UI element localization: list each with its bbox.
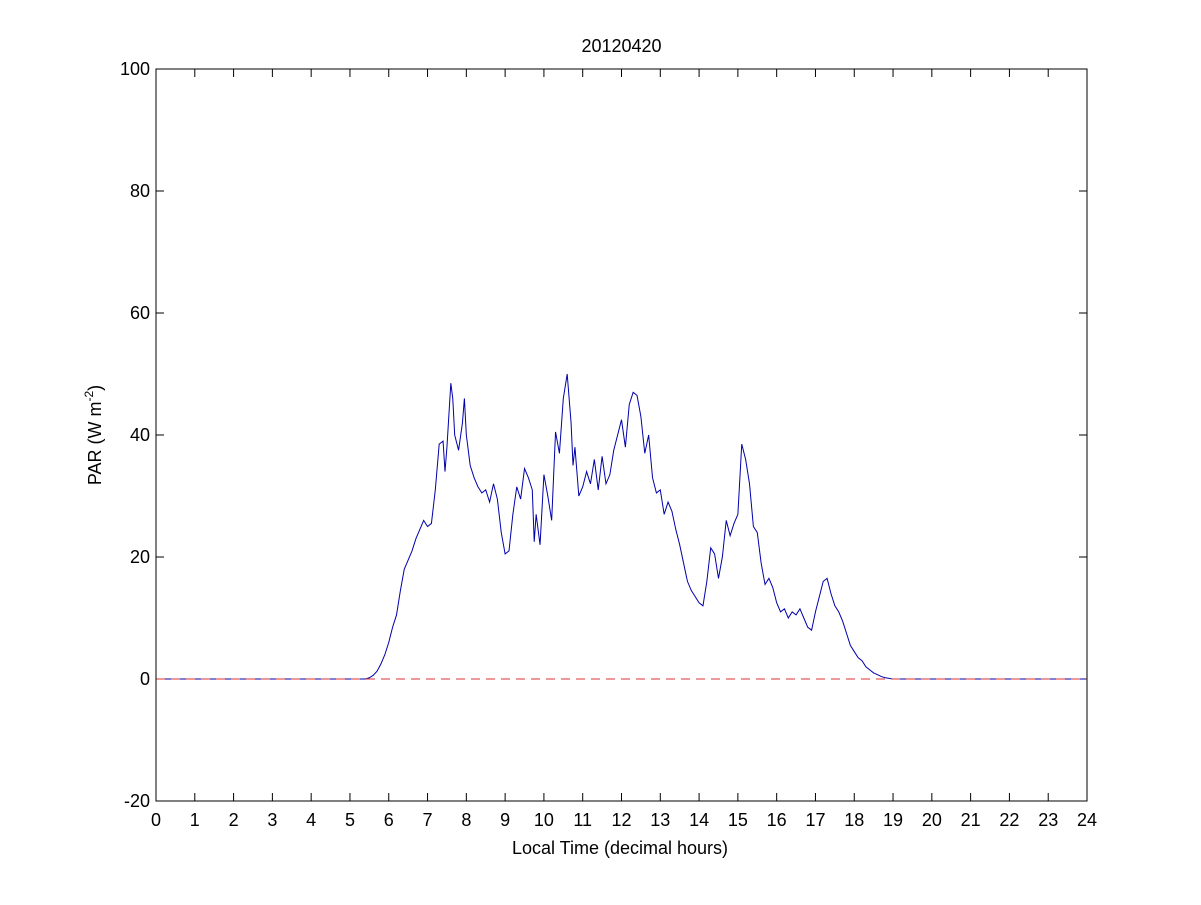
y-tick-labels: -20 0 20 40 60 80 100 <box>120 59 150 811</box>
y-axis-label-close: ) <box>85 385 105 391</box>
x-axis-label: Local Time (decimal hours) <box>512 838 728 858</box>
y-tick-label: -20 <box>124 791 150 811</box>
y-tick-label: 0 <box>140 669 150 689</box>
axes-frame <box>155 68 1088 802</box>
x-tick-label: 9 <box>500 810 510 830</box>
x-tick-label: 18 <box>844 810 864 830</box>
x-tick-label: 15 <box>728 810 748 830</box>
y-axis-label: PAR (W m-2) <box>82 385 105 485</box>
x-tick-label: 19 <box>883 810 903 830</box>
chart-title: 20120420 <box>581 36 661 56</box>
x-tick-label: 4 <box>306 810 316 830</box>
y-tick-label: 40 <box>130 425 150 445</box>
x-tick-label: 7 <box>423 810 433 830</box>
tick-marks <box>155 68 1088 802</box>
x-tick-label: 5 <box>345 810 355 830</box>
x-tick-label: 13 <box>650 810 670 830</box>
x-tick-label: 21 <box>961 810 981 830</box>
x-tick-label: 12 <box>611 810 631 830</box>
y-tick-label: 80 <box>130 181 150 201</box>
x-tick-label: 0 <box>151 810 161 830</box>
x-tick-label: 3 <box>267 810 277 830</box>
x-tick-label: 20 <box>922 810 942 830</box>
x-tick-label: 14 <box>689 810 709 830</box>
x-tick-label: 6 <box>384 810 394 830</box>
y-tick-label: 20 <box>130 547 150 567</box>
x-tick-label: 16 <box>767 810 787 830</box>
x-tick-label: 23 <box>1038 810 1058 830</box>
y-axis-label-superscript: -2 <box>82 391 96 402</box>
x-tick-label: 1 <box>190 810 200 830</box>
par-series-line <box>156 373 1087 680</box>
x-tick-label: 22 <box>999 810 1019 830</box>
y-tick-label: 60 <box>130 303 150 323</box>
series-layer <box>156 373 1087 680</box>
x-tick-label: 24 <box>1077 810 1097 830</box>
x-tick-label: 10 <box>534 810 554 830</box>
y-axis-label-main: PAR (W m <box>85 402 105 486</box>
x-tick-label: 2 <box>229 810 239 830</box>
axes-background <box>156 69 1087 801</box>
x-tick-label: 8 <box>461 810 471 830</box>
x-tick-label: 11 <box>573 810 592 830</box>
x-tick-labels: 0 1 2 3 4 5 6 7 8 9 10 11 12 13 14 15 16 17 18 19 20 21 22 23 24 <box>151 810 1097 830</box>
y-tick-label: 100 <box>120 59 150 79</box>
x-tick-label: 17 <box>805 810 825 830</box>
